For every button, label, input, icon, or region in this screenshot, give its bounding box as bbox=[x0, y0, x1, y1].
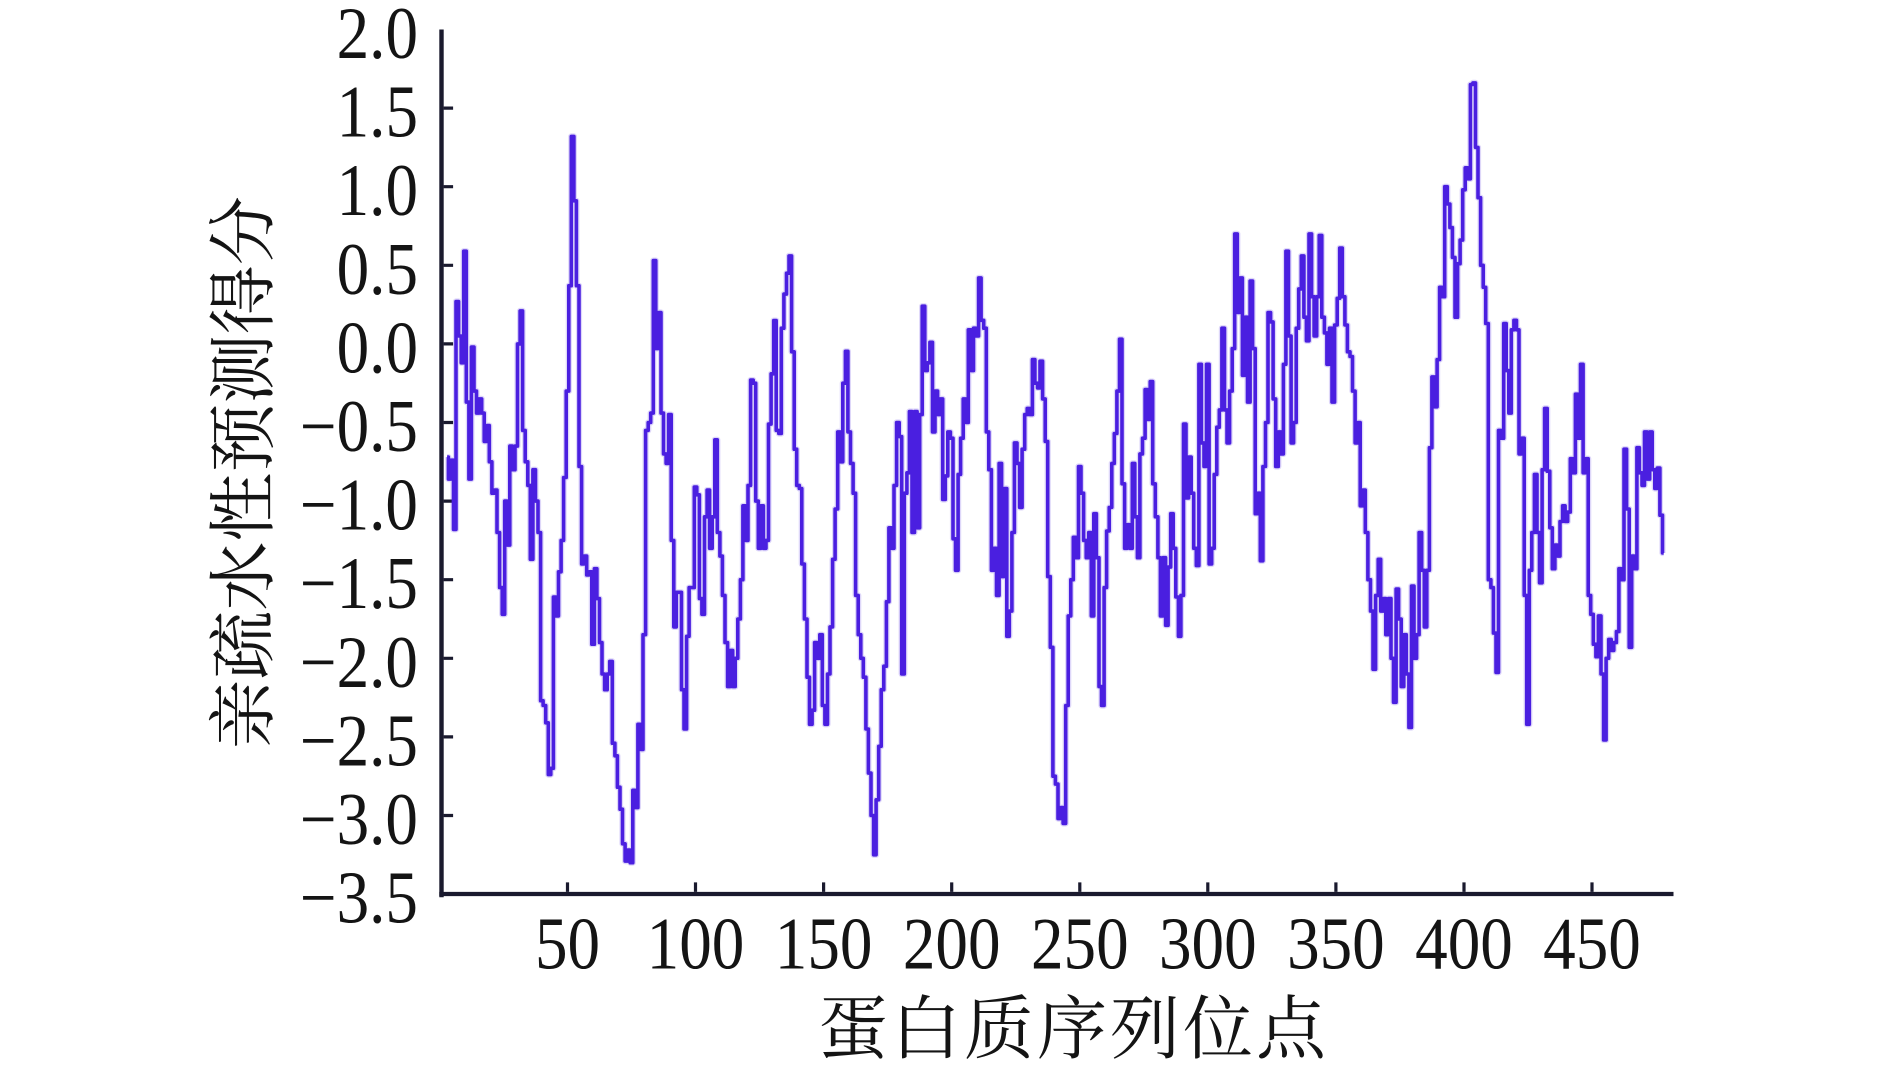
svg-text:−3.5: −3.5 bbox=[300, 858, 418, 940]
svg-text:100: 100 bbox=[647, 904, 745, 986]
svg-text:0.5: 0.5 bbox=[337, 229, 418, 311]
svg-text:−1.5: −1.5 bbox=[300, 543, 418, 625]
svg-text:450: 450 bbox=[1543, 904, 1641, 986]
svg-text:250: 250 bbox=[1031, 904, 1129, 986]
svg-text:200: 200 bbox=[903, 904, 1001, 986]
svg-text:400: 400 bbox=[1415, 904, 1513, 986]
svg-text:50: 50 bbox=[535, 904, 600, 986]
svg-text:1.0: 1.0 bbox=[337, 150, 418, 232]
svg-text:300: 300 bbox=[1159, 904, 1257, 986]
svg-text:−0.5: −0.5 bbox=[300, 386, 418, 468]
svg-text:2.0: 2.0 bbox=[337, 0, 418, 75]
svg-text:150: 150 bbox=[775, 904, 873, 986]
svg-text:−2.0: −2.0 bbox=[300, 622, 418, 704]
svg-text:0.0: 0.0 bbox=[337, 308, 418, 390]
svg-text:−1.0: −1.0 bbox=[300, 465, 418, 547]
svg-text:−3.0: −3.0 bbox=[300, 779, 418, 861]
svg-text:−2.5: −2.5 bbox=[300, 701, 418, 783]
svg-text:350: 350 bbox=[1287, 904, 1385, 986]
svg-text:1.5: 1.5 bbox=[337, 72, 418, 154]
